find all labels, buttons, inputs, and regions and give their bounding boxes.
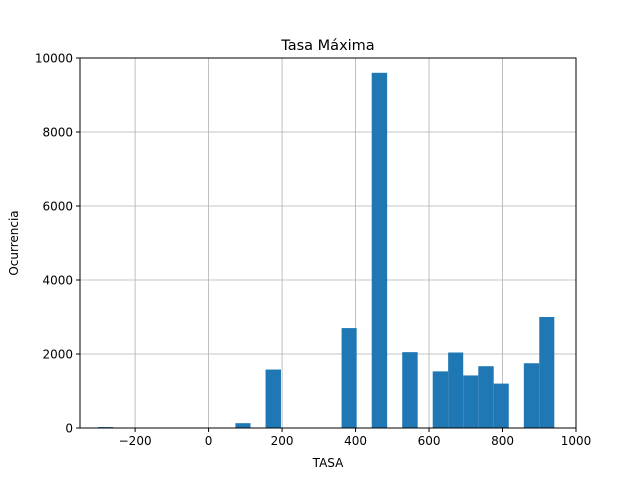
y-tick-label: 4000 — [42, 274, 73, 288]
histogram-bar — [432, 371, 449, 428]
x-tick-label: 400 — [344, 434, 367, 448]
y-tick-label: 10000 — [35, 52, 73, 66]
x-tick-label: 800 — [491, 434, 514, 448]
plot-background — [80, 58, 576, 428]
histogram-bar — [371, 72, 388, 429]
y-tick-label: 8000 — [42, 126, 73, 140]
x-tick-label: 0 — [205, 434, 213, 448]
y-tick-label: 2000 — [42, 348, 73, 362]
x-tick-label: −200 — [119, 434, 152, 448]
histogram-bar — [539, 317, 555, 428]
histogram-bar — [235, 423, 251, 428]
x-tick-label: 200 — [271, 434, 294, 448]
plot-frame — [79, 57, 577, 429]
histogram-bar — [341, 328, 357, 428]
x-tick-label: 600 — [418, 434, 441, 448]
histogram-bar — [265, 369, 281, 428]
y-tick-label: 6000 — [42, 200, 73, 214]
histogram-bar — [493, 383, 509, 428]
histogram-bar — [402, 352, 418, 428]
histogram-bar — [478, 366, 494, 428]
y-axis-ticks: 0 2000 4000 6000 8000 10000 — [35, 52, 80, 436]
histogram-bar — [448, 352, 464, 428]
x-tick-label: 1000 — [561, 434, 592, 448]
histogram-bar — [463, 375, 479, 428]
y-axis-label: Ocurrencia — [7, 210, 21, 275]
x-axis-label: TASA — [312, 456, 344, 470]
y-tick-label: 0 — [65, 422, 73, 436]
histogram-bar — [523, 363, 540, 428]
histogram-bars — [98, 72, 555, 429]
chart-title: Tasa Máxima — [280, 38, 374, 54]
x-axis-ticks: −200 0 200 400 600 800 1000 — [119, 428, 592, 448]
